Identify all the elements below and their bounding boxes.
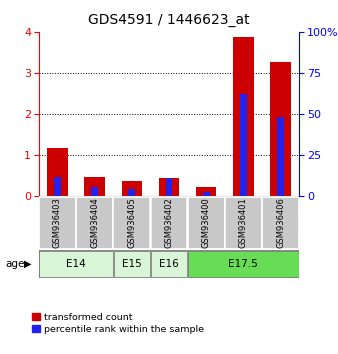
Bar bbox=[54, 177, 61, 196]
Bar bbox=[151, 251, 187, 277]
Bar bbox=[159, 178, 179, 196]
Bar bbox=[76, 197, 113, 249]
Text: E15: E15 bbox=[122, 259, 142, 269]
Bar bbox=[225, 197, 262, 249]
Bar bbox=[84, 177, 105, 196]
Bar bbox=[151, 197, 187, 249]
Text: ▶: ▶ bbox=[24, 259, 32, 269]
Text: age: age bbox=[5, 259, 24, 269]
Bar bbox=[188, 251, 298, 277]
Bar bbox=[39, 197, 76, 249]
Bar bbox=[114, 197, 150, 249]
Text: E17.5: E17.5 bbox=[228, 259, 258, 269]
Text: GSM936400: GSM936400 bbox=[202, 198, 211, 249]
Text: GSM936405: GSM936405 bbox=[127, 198, 136, 249]
Text: GSM936404: GSM936404 bbox=[90, 198, 99, 249]
Text: GSM936406: GSM936406 bbox=[276, 198, 285, 249]
Bar bbox=[203, 192, 210, 196]
Bar bbox=[240, 93, 247, 196]
Text: E14: E14 bbox=[66, 259, 86, 269]
Bar bbox=[196, 187, 216, 196]
Text: GSM936403: GSM936403 bbox=[53, 198, 62, 249]
Text: GDS4591 / 1446623_at: GDS4591 / 1446623_at bbox=[88, 13, 250, 28]
Text: GSM936402: GSM936402 bbox=[165, 198, 173, 249]
Legend: transformed count, percentile rank within the sample: transformed count, percentile rank withi… bbox=[32, 313, 204, 334]
Text: E16: E16 bbox=[159, 259, 179, 269]
Bar bbox=[262, 197, 299, 249]
Bar bbox=[128, 189, 135, 196]
Bar bbox=[270, 62, 291, 196]
Bar bbox=[114, 251, 150, 277]
Bar bbox=[166, 178, 172, 196]
Bar bbox=[233, 37, 254, 196]
Bar bbox=[47, 148, 68, 196]
Bar bbox=[122, 181, 142, 196]
Bar bbox=[91, 187, 98, 196]
Text: GSM936401: GSM936401 bbox=[239, 198, 248, 249]
Bar bbox=[188, 197, 224, 249]
Bar bbox=[40, 251, 113, 277]
Bar bbox=[277, 118, 284, 196]
